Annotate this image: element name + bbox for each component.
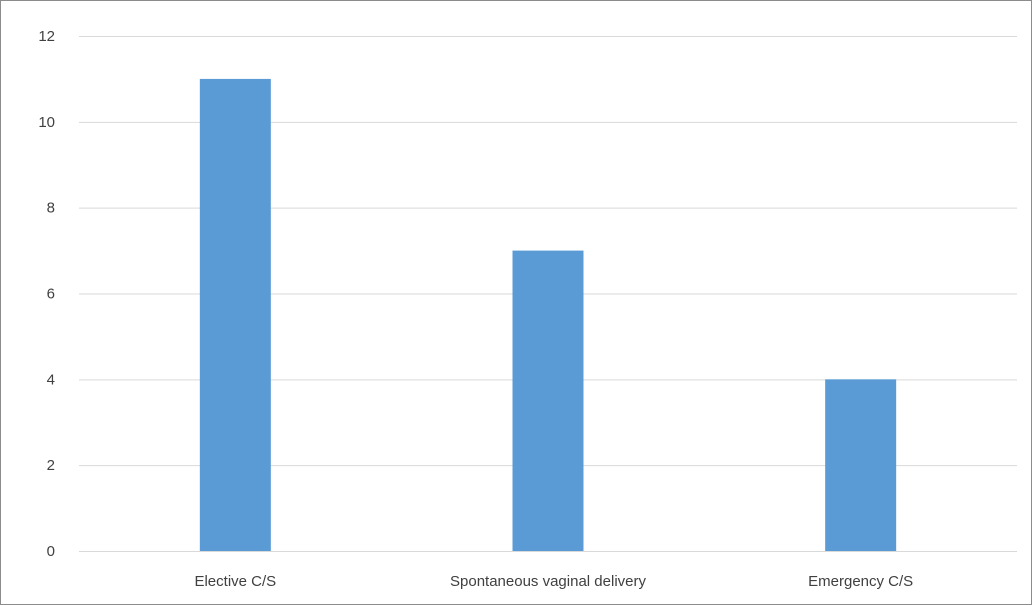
bar-2 (512, 250, 584, 552)
x-category-label: Elective C/S (194, 573, 276, 590)
x-axis-categories: Elective C/S Spontaneous vaginal delivery… (194, 573, 913, 590)
y-tick-label: 0 (47, 543, 55, 560)
y-tick-label: 10 (38, 114, 55, 131)
bars (199, 78, 897, 552)
y-tick-label: 12 (38, 28, 55, 45)
y-tick-label: 4 (47, 371, 55, 388)
y-axis-ticks: 0 2 4 6 8 10 12 (38, 28, 55, 560)
y-tick-label: 2 (47, 457, 55, 474)
x-category-label: Emergency C/S (808, 573, 913, 590)
bar-3 (825, 379, 897, 551)
y-tick-label: 8 (47, 200, 55, 217)
x-category-label: Spontaneous vaginal delivery (450, 573, 646, 590)
bar-1 (199, 78, 271, 552)
y-tick-label: 6 (47, 286, 55, 303)
